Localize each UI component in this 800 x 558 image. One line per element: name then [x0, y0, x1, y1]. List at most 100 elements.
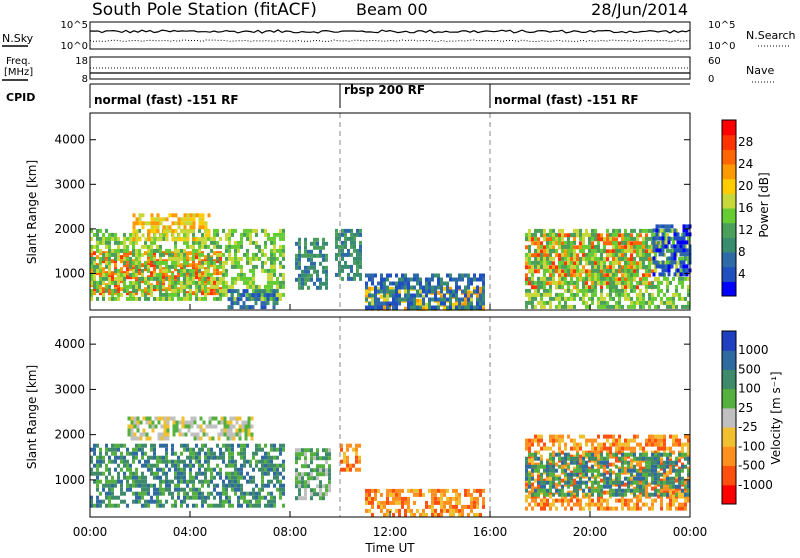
heatmap-cell: [407, 509, 410, 513]
heatmap-cell: [213, 251, 216, 255]
heatmap-cell: [131, 417, 134, 421]
heatmap-cell: [621, 265, 624, 269]
heatmap-cell: [138, 265, 141, 269]
heatmap-cell: [615, 241, 618, 245]
heatmap-cell: [198, 289, 201, 293]
heatmap-cell: [371, 287, 374, 291]
heatmap-cell: [618, 265, 621, 269]
heatmap-cell: [126, 275, 129, 279]
heatmap-cell: [248, 421, 251, 425]
heatmap-cell: [627, 439, 630, 443]
heatmap-cell: [234, 472, 237, 476]
heatmap-cell: [304, 488, 307, 492]
heatmap-cell: [126, 267, 129, 271]
heatmap-cell: [674, 236, 677, 240]
heatmap-cell: [212, 425, 215, 429]
heatmap-cell: [159, 488, 162, 492]
heatmap-cell: [365, 282, 368, 286]
heatmap-cell: [246, 253, 249, 257]
heatmap-cell: [546, 293, 549, 297]
heatmap-cell: [304, 270, 307, 274]
heatmap-cell: [585, 493, 588, 497]
heatmap-cell: [621, 293, 624, 297]
heatmap-cell: [657, 443, 660, 447]
heatmap-cell: [407, 294, 410, 298]
heatmap-cell: [242, 425, 245, 429]
heatmap-cell: [683, 244, 686, 248]
heatmap-cell: [528, 443, 531, 447]
heatmap-cell: [534, 281, 537, 285]
heatmap-cell: [612, 277, 615, 281]
heatmap-cell: [224, 433, 227, 437]
heatmap-cell: [325, 278, 328, 282]
heatmap-cell: [567, 465, 570, 469]
heatmap-cell: [135, 297, 138, 301]
heatmap-cell: [395, 497, 398, 501]
heatmap-cell: [204, 269, 207, 273]
heatmap-cell: [528, 459, 531, 463]
heatmap-cell: [561, 439, 564, 443]
heatmap-cell: [180, 289, 183, 293]
heatmap-cell: [482, 298, 485, 302]
heatmap-cell: [603, 241, 606, 245]
heatmap-cell: [208, 233, 211, 237]
heatmap-cell: [273, 305, 276, 309]
heatmap-cell: [138, 480, 141, 484]
heatmap-cell: [531, 305, 534, 309]
heatmap-cell: [322, 472, 325, 476]
heatmap-cell: [152, 425, 155, 429]
heatmap-cell: [126, 285, 129, 289]
heatmap-cell: [343, 468, 346, 472]
heatmap-cell: [525, 483, 528, 487]
heatmap-cell: [137, 421, 140, 425]
heatmap-cell: [144, 251, 147, 255]
heatmap-cell: [149, 417, 152, 421]
heatmap-cell: [597, 461, 600, 465]
heatmap-cell: [147, 464, 150, 468]
heatmap-cell: [585, 443, 588, 447]
heatmap-cell: [612, 253, 615, 257]
heatmap-cell: [304, 492, 307, 496]
heatmap-cell: [621, 469, 624, 473]
heatmap-cell: [612, 265, 615, 269]
freq-label-1: Freq.: [6, 56, 31, 67]
heatmap-cell: [186, 496, 189, 500]
heatmap-cell: [473, 278, 476, 282]
heatmap-cell: [612, 289, 615, 293]
heatmap-cell: [534, 435, 537, 439]
y-tick-label: 4000: [54, 133, 85, 147]
heatmap-cell: [659, 248, 662, 252]
heatmap-cell: [177, 492, 180, 496]
heatmap-cell: [198, 492, 201, 496]
heatmap-cell: [525, 447, 528, 451]
heatmap-cell: [188, 429, 191, 433]
heatmap-cell: [413, 274, 416, 278]
heatmap-cell: [261, 460, 264, 464]
heatmap-cell: [431, 509, 434, 513]
heatmap-cell: [319, 472, 322, 476]
heatmap-cell: [189, 285, 192, 289]
heatmap-cell: [537, 469, 540, 473]
heatmap-cell: [656, 236, 659, 240]
heatmap-cell: [132, 484, 135, 488]
heatmap-cell: [537, 281, 540, 285]
heatmap-cell: [404, 497, 407, 501]
heatmap-cell: [663, 447, 666, 451]
heatmap-cell: [588, 439, 591, 443]
heatmap-cell: [267, 237, 270, 241]
heatmap-cell: [117, 277, 120, 281]
heatmap-cell: [117, 456, 120, 460]
heatmap-cell: [540, 473, 543, 477]
heatmap-cell: [467, 306, 470, 310]
heatmap-cell: [276, 281, 279, 285]
heatmap-cell: [365, 274, 368, 278]
heatmap-cell: [525, 465, 528, 469]
heatmap-cell: [207, 269, 210, 273]
heatmap-cell: [555, 499, 558, 503]
heatmap-cell: [588, 261, 591, 265]
heatmap-cell: [413, 493, 416, 497]
heatmap-cell: [528, 503, 531, 507]
heatmap-cell: [455, 290, 458, 294]
heatmap-cell: [189, 297, 192, 301]
heatmap-cell: [193, 237, 196, 241]
